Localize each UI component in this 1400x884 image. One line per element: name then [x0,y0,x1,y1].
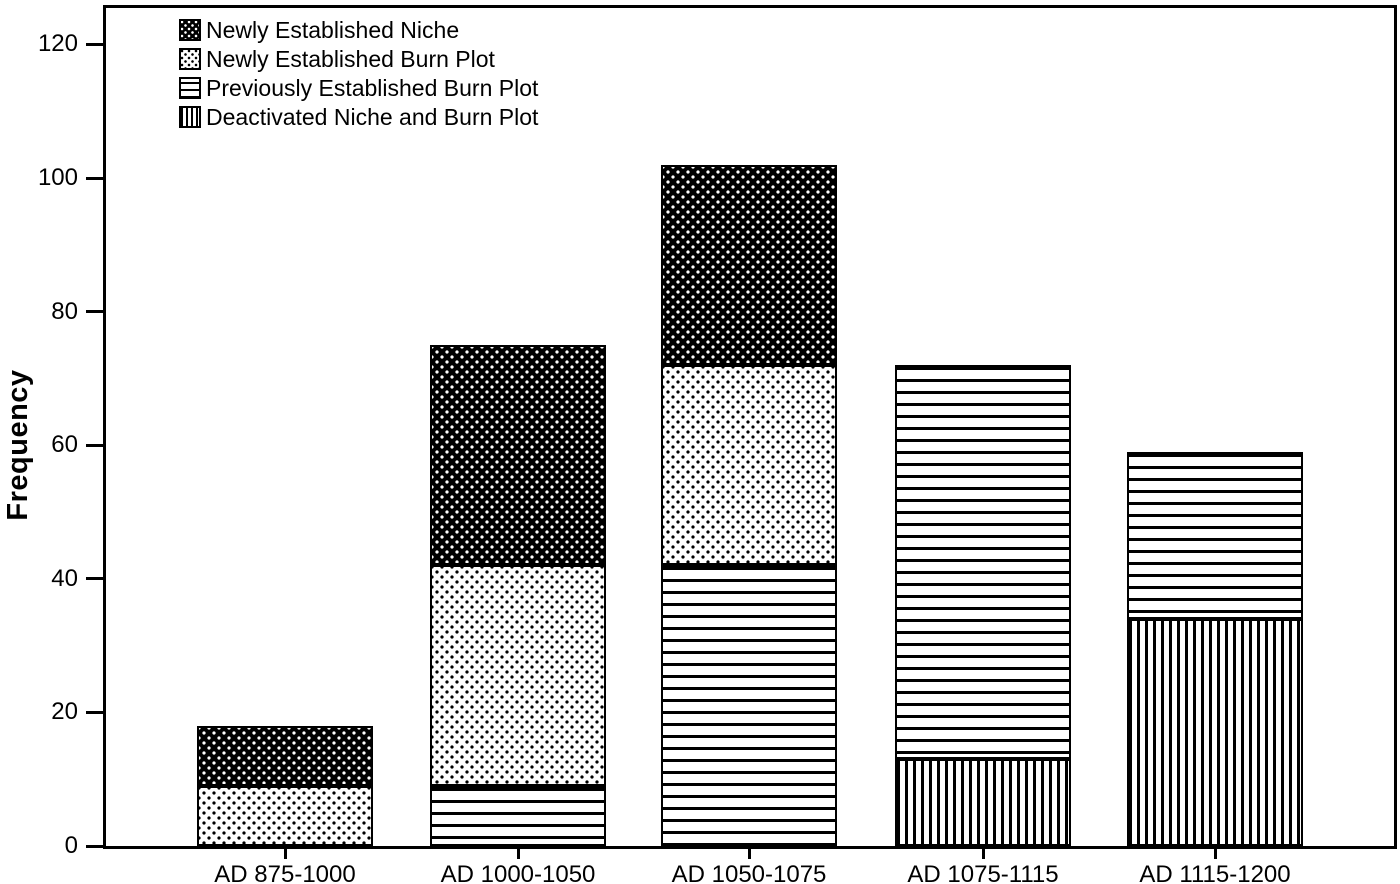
y-axis-tick [86,42,103,46]
chart-legend: Newly Established Niche Newly Established… [179,16,539,135]
y-axis-tick-label: 20 [51,698,78,726]
bar-segment [1127,451,1303,619]
legend-swatch-icon [179,19,201,41]
x-axis-tick [283,846,287,859]
legend-swatch-icon [179,106,201,128]
legend-label: Previously Established Burn Plot [206,74,539,101]
y-axis-tick [86,710,103,714]
y-axis-tick-label: 80 [51,297,78,325]
x-axis-tick-label: AD 1000-1050 [440,861,596,884]
bar-segment [197,725,373,786]
y-axis-tick [86,310,103,314]
bar-segment [1127,618,1303,846]
x-axis-tick [1213,846,1217,859]
bar-segment [661,365,837,566]
x-axis-tick-label: AD 1050-1075 [671,861,827,884]
y-axis-tick-label: 100 [37,164,78,191]
y-axis-tick [86,577,103,581]
legend-label: Newly Established Burn Plot [206,45,495,72]
y-axis-tick [86,443,103,447]
bar-segment [430,785,606,846]
y-axis-tick-label: 0 [64,832,78,859]
x-axis-tick [516,846,520,859]
x-axis-tick [981,846,985,859]
legend-label: Newly Established Niche [206,16,460,43]
x-axis-tick-label: AD 875-1000 [214,861,356,884]
x-axis-tick-label: AD 1075-1115 [907,861,1059,884]
y-axis-tick [86,176,103,180]
y-axis-tick-label: 40 [51,564,78,592]
bar-segment [430,345,606,566]
legend-swatch-icon [179,48,201,70]
bar-segment [661,565,837,846]
bar-segment [197,785,373,846]
bar-segment [661,164,837,366]
legend-label: Deactivated Niche and Burn Plot [206,103,539,130]
bar-segment [895,759,1071,846]
y-axis-tick-label: 120 [37,30,78,58]
legend-item: Newly Established Niche [179,16,538,43]
legend-item: Newly Established Burn Plot [179,45,538,72]
x-axis-tick-label: AD 1115-1200 [1139,861,1291,884]
bar-segment [895,365,1071,760]
legend-item: Previously Established Burn Plot [179,74,539,101]
y-axis-tick-label: 60 [51,431,78,459]
legend-item: Deactivated Niche and Burn Plot [179,103,539,130]
x-axis-tick [747,846,751,859]
y-axis-tick [86,844,103,848]
legend-swatch-icon [179,77,201,99]
bar-segment [430,565,606,786]
